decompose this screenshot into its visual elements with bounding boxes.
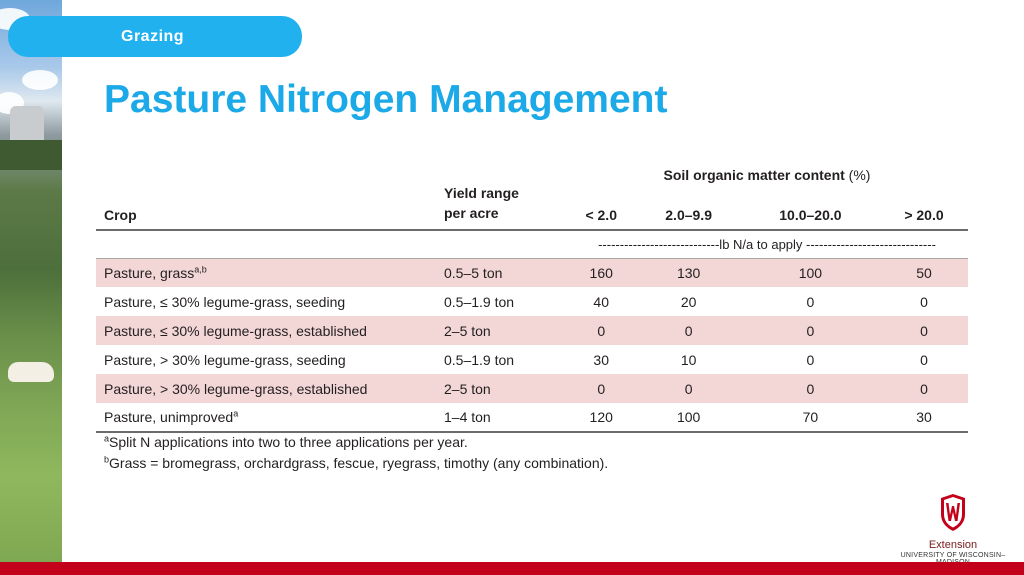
value-cell: 0	[566, 316, 637, 345]
section-label: Grazing	[121, 28, 185, 45]
unit-row: ----------------------------lb N/a to ap…	[96, 230, 968, 259]
group-header: Soil organic matter content (%)	[566, 154, 968, 183]
page-title: Pasture Nitrogen Management	[104, 78, 668, 121]
yield-cell: 2–5 ton	[436, 316, 566, 345]
table-row: Pasture, > 30% legume-grass, established…	[96, 374, 968, 403]
crop-cell: Pasture, unimproveda	[96, 403, 436, 433]
trees-shape	[0, 140, 62, 170]
bottom-bar	[0, 562, 1024, 575]
crop-cell: Pasture, ≤ 30% legume-grass, seeding	[104, 293, 346, 310]
footnote-mark: a	[233, 408, 239, 419]
uw-crest-icon	[941, 494, 965, 531]
crop-cell: Pasture, > 30% legume-grass, seeding	[104, 351, 346, 368]
yield-cell: 0.5–1.9 ton	[444, 293, 515, 310]
footnote: aSplit N applications into two to three …	[104, 433, 468, 450]
value-cell: 0	[880, 316, 968, 345]
footnote-mark: a,b	[194, 264, 207, 275]
som-header-3: 10.0–20.0	[740, 183, 880, 231]
value-cell: 0	[920, 351, 928, 368]
yield-header: Yield range per acre	[436, 183, 566, 231]
table-row: Pasture, ≤ 30% legume-grass, established…	[96, 316, 968, 345]
footnote: bGrass = bromegrass, orchardgrass, fescu…	[104, 454, 609, 471]
value-cell: 0	[806, 293, 815, 310]
value-cell: 100	[636, 403, 741, 433]
value-cell: 0	[636, 316, 741, 345]
value-cell: 50	[880, 258, 968, 287]
table-row: Pasture, grassa,b 0.5–5 ton 160 130 100 …	[96, 258, 968, 287]
value-cell: 30	[593, 351, 609, 368]
crop-header: Crop	[96, 183, 436, 231]
table-row: Pasture, unimproveda 1–4 ton 120 100 70 …	[96, 403, 968, 433]
unit-label: ----------------------------lb N/a to ap…	[566, 230, 968, 259]
pasture-photo	[0, 0, 62, 562]
som-header-2: 2.0–9.9	[636, 183, 741, 231]
group-header-unit: (%)	[848, 167, 871, 183]
value-cell: 70	[740, 403, 880, 433]
yield-header-line2: per acre	[444, 205, 499, 221]
value-cell: 120	[566, 403, 637, 433]
value-cell: 0	[920, 293, 928, 310]
som-header-4: > 20.0	[880, 183, 968, 231]
yield-cell: 0.5–5 ton	[436, 258, 566, 287]
nitrogen-table: Soil organic matter content (%) Crop Yie…	[96, 154, 968, 433]
cow-shape	[8, 362, 54, 382]
table-row: Pasture, > 30% legume-grass, seeding 0.5…	[96, 345, 968, 374]
crop-cell: Pasture, ≤ 30% legume-grass, established	[96, 316, 436, 345]
footnote-mark: b	[104, 454, 110, 465]
value-cell: 10	[680, 351, 697, 368]
logo-name: Extension	[928, 539, 978, 551]
crop-cell: Pasture, > 30% legume-grass, established	[96, 374, 436, 403]
yield-cell: 1–4 ton	[436, 403, 566, 433]
value-cell: 0	[880, 374, 968, 403]
value-cell: 0	[740, 316, 880, 345]
uw-extension-logo: Extension UNIVERSITY OF WISCONSIN–MADISO…	[893, 492, 1013, 566]
value-cell: 160	[566, 258, 637, 287]
crop-cell: Pasture, grassa,b	[96, 258, 436, 287]
value-cell: 30	[880, 403, 968, 433]
group-header-label: Soil organic matter content	[663, 167, 845, 183]
yield-cell: 2–5 ton	[436, 374, 566, 403]
value-cell: 40	[593, 293, 609, 310]
footnote-mark: a	[104, 433, 110, 444]
som-header-1: < 2.0	[566, 183, 637, 231]
value-cell: 20	[680, 293, 697, 310]
group-header-row: Soil organic matter content (%)	[96, 154, 968, 183]
value-cell: 0	[636, 374, 741, 403]
value-cell: 0	[740, 374, 880, 403]
value-cell: 130	[636, 258, 741, 287]
section-pill: Grazing	[8, 16, 302, 57]
value-cell: 0	[566, 374, 637, 403]
value-cell: 100	[740, 258, 880, 287]
silo-shape	[10, 106, 44, 146]
yield-header-line1: Yield range	[444, 185, 519, 201]
table-row: Pasture, ≤ 30% legume-grass, seeding 0.5…	[96, 287, 968, 316]
yield-cell: 0.5–1.9 ton	[444, 351, 515, 368]
column-header-row: Crop Yield range per acre < 2.0 2.0–9.9 …	[96, 183, 968, 231]
footnotes: aSplit N applications into two to three …	[104, 432, 608, 474]
value-cell: 0	[806, 351, 815, 368]
